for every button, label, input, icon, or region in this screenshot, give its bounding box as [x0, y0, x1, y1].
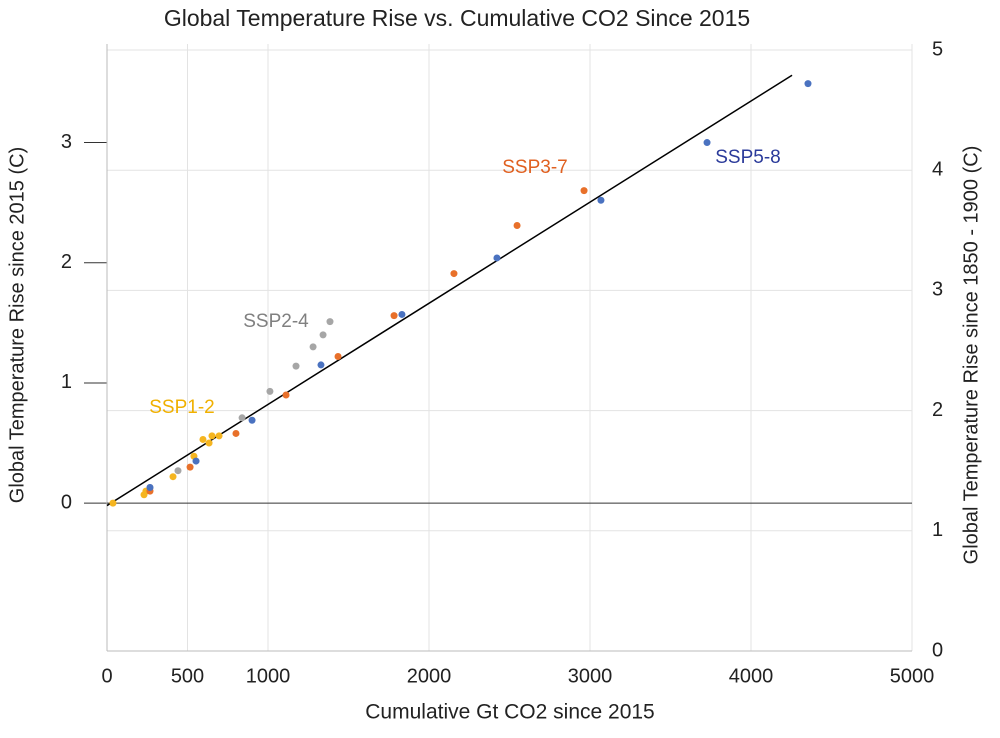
y-tick-label: 0 [61, 491, 72, 513]
y2-tick-label: 2 [932, 399, 943, 421]
y2-axis-label: Global Temperature Rise since 1850 - 190… [960, 146, 982, 565]
data-point [238, 414, 246, 422]
y-axis-label: Global Temperature Rise since 2015 (C) [6, 147, 28, 503]
x-tick-label: 2000 [407, 665, 452, 687]
data-point [292, 362, 300, 370]
data-point [390, 312, 398, 320]
data-point [493, 254, 501, 262]
data-point [248, 416, 256, 424]
series-label: SSP1-2 [149, 397, 214, 418]
y-tick-label: 3 [61, 131, 72, 153]
data-point [232, 429, 240, 437]
data-point [208, 432, 216, 440]
data-point [804, 80, 812, 88]
data-point [334, 353, 342, 361]
data-point [186, 463, 194, 471]
data-point [326, 318, 334, 326]
data-point [199, 435, 207, 443]
data-point [398, 310, 406, 318]
data-point [309, 343, 317, 351]
x-tick-label: 0 [101, 665, 112, 687]
data-point [266, 387, 274, 395]
series-label: SSP5-8 [715, 147, 780, 168]
chart-title: Global Temperature Rise vs. Cumulative C… [164, 5, 750, 31]
x-axis-label: Cumulative Gt CO2 since 2015 [365, 701, 654, 724]
data-point [192, 457, 200, 465]
data-point [215, 432, 223, 440]
data-point [317, 361, 325, 369]
y-tick-label: 2 [61, 251, 72, 273]
x-tick-label: 5000 [890, 665, 935, 687]
y2-tick-label: 0 [932, 639, 943, 661]
data-point [174, 467, 182, 475]
data-point [169, 473, 177, 481]
data-point [205, 439, 213, 447]
data-point [597, 196, 605, 204]
y2-tick-label: 4 [932, 158, 943, 180]
y2-tick-label: 3 [932, 279, 943, 301]
data-point [319, 331, 327, 339]
x-tick-label: 3000 [568, 665, 613, 687]
data-point [146, 484, 154, 492]
series-label: SSP2-4 [243, 311, 309, 332]
x-tick-label: 500 [171, 665, 204, 687]
data-point [703, 139, 711, 147]
x-tick-label: 1000 [246, 665, 291, 687]
data-point [450, 270, 458, 278]
data-point [513, 221, 521, 229]
y2-tick-label: 1 [932, 519, 943, 541]
data-point [109, 499, 117, 507]
data-point [282, 391, 290, 399]
y2-tick-label: 5 [932, 38, 943, 60]
series-label: SSP3-7 [502, 157, 567, 178]
y-tick-label: 1 [61, 371, 72, 393]
data-point [580, 187, 588, 195]
x-tick-label: 4000 [729, 665, 774, 687]
